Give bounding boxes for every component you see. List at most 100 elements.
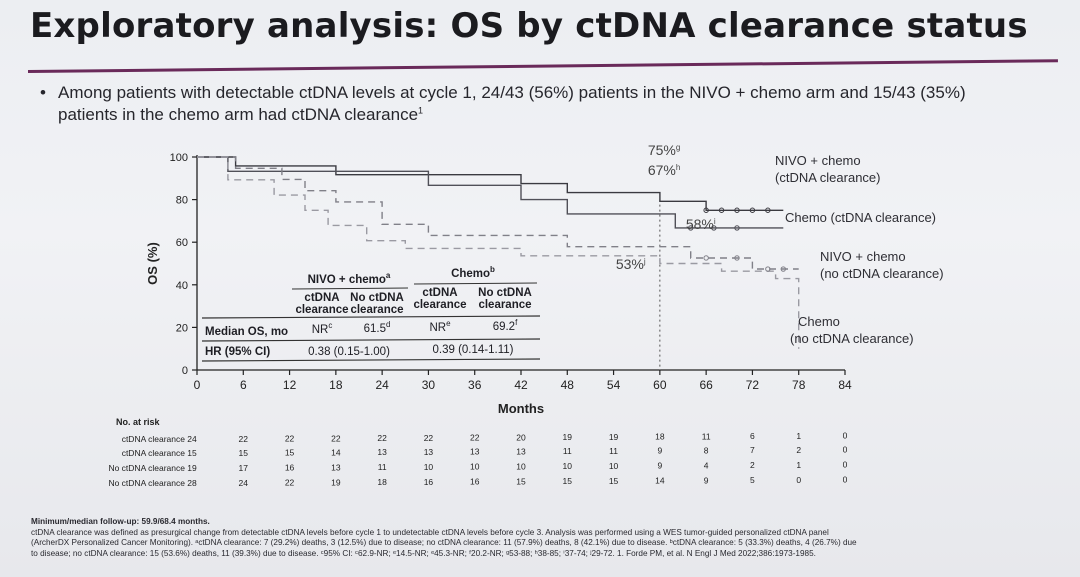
slide-title: Exploratory analysis: OS by ctDNA cleara… (30, 6, 1028, 46)
stats-group-1: NIVO + chemoa (308, 271, 391, 286)
risk-cell: 18 (655, 432, 665, 442)
stats-subheader: ctDNA (304, 292, 339, 304)
chart-labels: 75%g 67%h 58%i 53%j NIVO + chemo (ctDNA clear… (616, 142, 944, 346)
stats-median-os-sup: d (386, 320, 390, 329)
risk-cell: 0 (843, 445, 848, 455)
stats-underline-2 (413, 282, 538, 285)
risk-cell: 9 (657, 461, 662, 471)
series-label-3-line2: (no ctDNA clearance) (820, 266, 944, 281)
stats-subheader: clearance (295, 304, 348, 316)
x-tick-label: 48 (561, 378, 575, 392)
censor-mark (734, 225, 740, 231)
stats-median-os: NRc (312, 321, 333, 336)
x-tick-label: 36 (468, 378, 482, 392)
x-tick-label: 18 (329, 378, 343, 392)
bullet-dot: • (40, 83, 46, 102)
risk-cell: 0 (843, 431, 848, 441)
risk-cell: 13 (470, 447, 480, 457)
risk-cell: 17 (239, 463, 249, 473)
footnote-1: Minimum/median follow-up: 59.9/68.4 mont… (31, 517, 210, 526)
risk-row-label: ctDNA clearance (122, 448, 186, 458)
risk-cell: 16 (470, 477, 480, 487)
risk-cell: 13 (424, 447, 434, 457)
x-tick-label: 66 (699, 378, 713, 392)
risk-cell: 15 (187, 448, 197, 458)
stats-group-2-sup: b (490, 265, 495, 274)
censor-mark (765, 207, 771, 213)
stats-group-1-sup: a (386, 271, 391, 280)
censor-mark (749, 207, 756, 213)
risk-cell: 0 (843, 475, 848, 485)
y-tick-label: 0 (182, 365, 188, 377)
stats-row2-label: HR (95% CI) (205, 346, 270, 358)
risk-row-label: ctDNA clearance (122, 434, 186, 444)
stats-median-os: NRe (429, 319, 451, 334)
stats-median-os-sup: c (328, 321, 332, 330)
y-tick-label: 20 (176, 322, 188, 334)
rate-label-1-sup: g (676, 143, 680, 152)
rate-label-1: 75%g (648, 142, 680, 158)
stats-group-1-value: NIVO + chemo (308, 274, 386, 286)
rate-label-4-sup: j (643, 257, 646, 266)
stats-median-os-value: 61.5 (364, 323, 386, 335)
series-label-2-line1: Chemo (ctDNA clearance) (785, 210, 936, 225)
censor-mark (703, 255, 709, 261)
x-tick-label: 24 (375, 378, 389, 392)
stats-median-os-value: NR (429, 322, 446, 334)
stats-subheader: clearance (413, 299, 466, 311)
stats-group-2-value: Chemo (451, 268, 490, 280)
series-label-3-line1: NIVO + chemo (820, 249, 906, 264)
x-tick-label: 84 (838, 378, 852, 392)
risk-cell: 14 (655, 476, 665, 486)
risk-cell: 24 (187, 434, 197, 444)
risk-cell: 22 (377, 433, 387, 443)
risk-cell: 9 (704, 475, 709, 485)
risk-cell: 11 (609, 446, 618, 456)
curve-3 (197, 156, 799, 270)
rate-label-3: 58%i (686, 216, 716, 232)
series-label-4-line2: (no ctDNA clearance) (790, 331, 914, 346)
risk-cell: 22 (331, 433, 341, 443)
stats-subheader: ctDNA (422, 287, 457, 299)
rate-label-4: 53%j (616, 256, 646, 272)
stats-subheader: No ctDNA (478, 287, 532, 299)
stats-median-os-sup: e (446, 319, 451, 328)
rate-label-2-sup: h (676, 163, 680, 172)
y-tick-label: 40 (176, 280, 188, 292)
x-tick-label: 78 (792, 378, 806, 392)
rate-label-3-sup: i (714, 217, 716, 226)
censor-mark (711, 225, 717, 231)
risk-cell: 19 (609, 432, 619, 442)
risk-cell: 10 (563, 461, 573, 471)
risk-cell: 0 (796, 475, 801, 485)
risk-cell: 19 (187, 463, 197, 473)
stats-subheader: No ctDNA (350, 292, 404, 304)
risk-cell: 13 (331, 462, 341, 472)
rate-label-2: 67%h (648, 162, 680, 178)
risk-cell: 24 (239, 478, 249, 488)
risk-cell: 15 (563, 476, 573, 486)
stats-median-os-value: NR (312, 324, 329, 336)
risk-cell: 22 (285, 478, 295, 488)
risk-cell: 20 (516, 432, 526, 442)
stats-group-2: Chemob (451, 265, 495, 280)
chart-axes: 0 20 40 60 80 100 0 6 12 18 24 30 36 42 48 54 60 66 72 78 84… (145, 152, 852, 416)
stats-rule (201, 315, 541, 319)
risk-row-label: No ctDNA clearance (108, 463, 185, 473)
x-axis-title: Months (498, 401, 544, 416)
risk-row-label: No ctDNA clearance (108, 478, 185, 488)
series-label-1-line1: NIVO + chemo (775, 153, 861, 168)
risk-cell: 28 (187, 478, 197, 488)
censor-mark (765, 266, 771, 272)
risk-cell: 13 (377, 447, 387, 457)
risk-cell: 19 (563, 432, 573, 442)
bullet-line-2: patients in the chemo arm had ctDNA clea… (58, 105, 419, 124)
series-label-1-line2: (ctDNA clearance) (775, 170, 880, 185)
risk-cell: 6 (750, 431, 755, 441)
risk-cell: 10 (609, 461, 619, 471)
censor-mark (734, 255, 740, 261)
risk-table-title: No. at risk (116, 417, 161, 427)
curve-4 (197, 156, 800, 349)
